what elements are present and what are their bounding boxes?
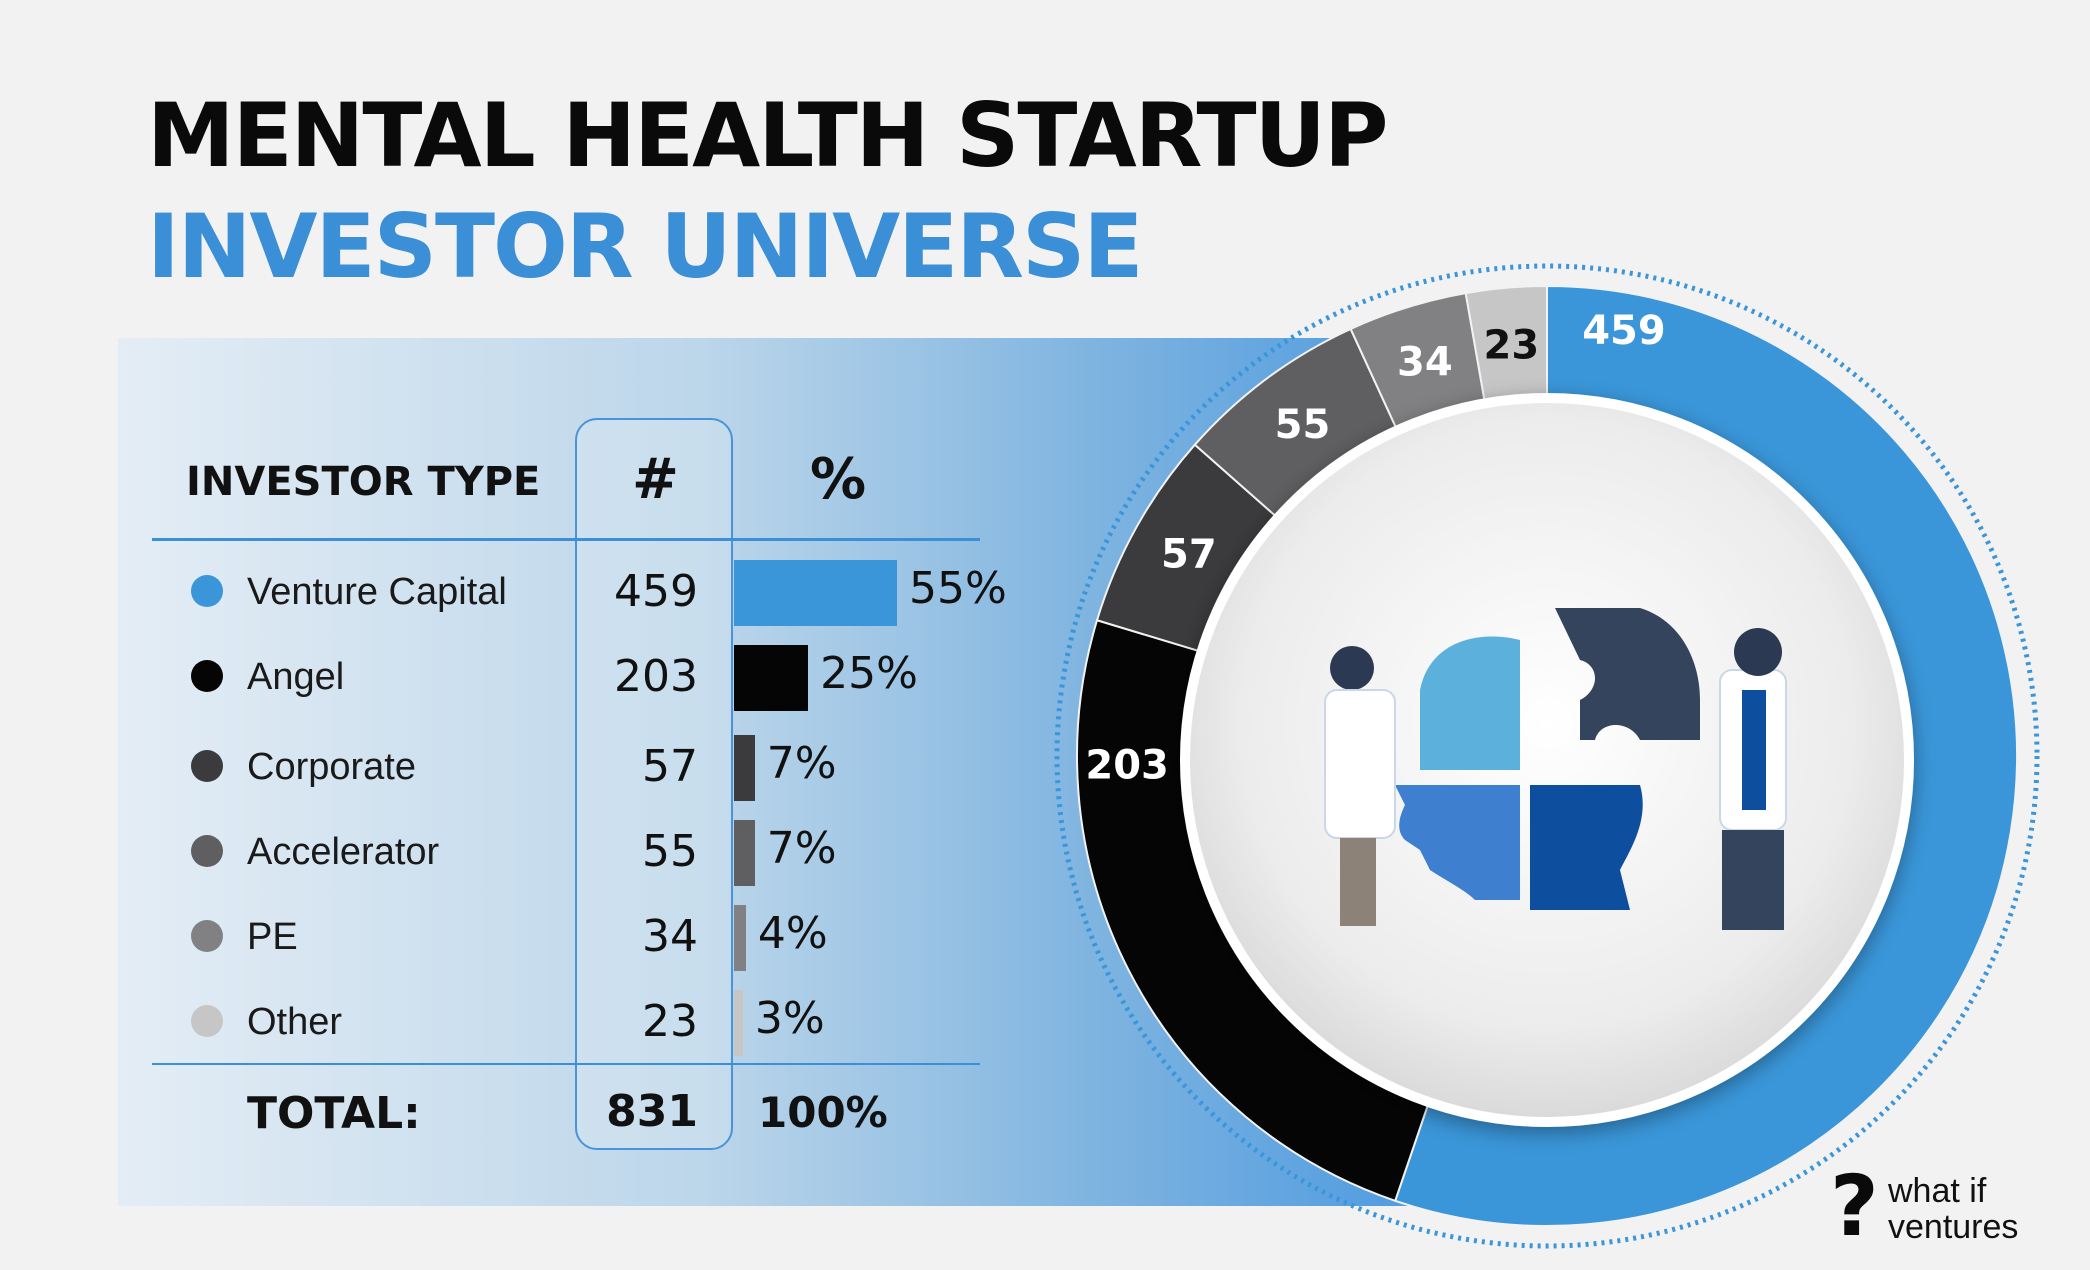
row-count: 57 xyxy=(642,741,698,792)
header-count: # xyxy=(632,447,679,512)
outer-dotted-ring xyxy=(1054,263,2040,1249)
page-subtitle: INVESTOR UNIVERSE xyxy=(147,195,1144,298)
row-bar xyxy=(734,560,897,626)
row-bar xyxy=(734,990,743,1056)
row-bar xyxy=(734,820,755,886)
what-if-ventures-logo: ? what if ventures xyxy=(1830,1164,2080,1252)
row-percent: 7% xyxy=(766,738,837,789)
donut-slice-label: 34 xyxy=(1397,340,1453,386)
donut-slice-label: 55 xyxy=(1275,402,1331,448)
total-label: TOTAL: xyxy=(247,1088,421,1139)
row-label: Corporate xyxy=(247,746,416,788)
header-percent: % xyxy=(810,447,867,512)
row-bar xyxy=(734,905,746,971)
puzzle-head-icon xyxy=(1324,608,1787,930)
brand-line1: what if xyxy=(1888,1172,1987,1210)
total-percent: 100% xyxy=(758,1088,888,1137)
row-percent: 7% xyxy=(766,823,837,874)
legend-dot xyxy=(191,575,223,607)
legend-dot xyxy=(191,1005,223,1037)
row-bar xyxy=(734,735,755,801)
donut-center xyxy=(1180,393,1914,1127)
donut-slice-label: 57 xyxy=(1161,531,1217,577)
donut-slice-label: 203 xyxy=(1085,742,1169,788)
header-investor-type: INVESTOR TYPE xyxy=(186,459,541,505)
question-mark-icon: ? xyxy=(1830,1157,1879,1255)
row-count: 23 xyxy=(642,996,698,1047)
row-count: 459 xyxy=(614,566,698,617)
row-bar xyxy=(734,645,809,711)
legend-dot xyxy=(191,660,223,692)
row-label: Venture Capital xyxy=(247,571,507,613)
row-label: Accelerator xyxy=(247,831,440,873)
row-label: Angel xyxy=(247,656,345,698)
total-value: 831 xyxy=(606,1086,698,1137)
row-count: 34 xyxy=(642,911,698,962)
donut-slice-label: 459 xyxy=(1582,308,1666,354)
page-title: MENTAL HEALTH STARTUP xyxy=(147,84,1388,187)
legend-dot xyxy=(191,835,223,867)
legend-dot xyxy=(191,920,223,952)
row-percent: 25% xyxy=(820,648,918,699)
row-label: Other xyxy=(247,1001,343,1043)
table-header-rule xyxy=(152,538,980,541)
row-percent: 3% xyxy=(754,993,825,1044)
donut-slice-label: 23 xyxy=(1484,323,1540,369)
table-total-rule xyxy=(152,1063,980,1065)
legend-dot xyxy=(191,750,223,782)
row-label: PE xyxy=(247,916,298,958)
row-count: 55 xyxy=(642,826,698,877)
row-percent: 55% xyxy=(909,563,1007,614)
row-percent: 4% xyxy=(757,908,828,959)
row-count: 203 xyxy=(614,651,698,702)
brand-line2: ventures xyxy=(1888,1207,2019,1246)
